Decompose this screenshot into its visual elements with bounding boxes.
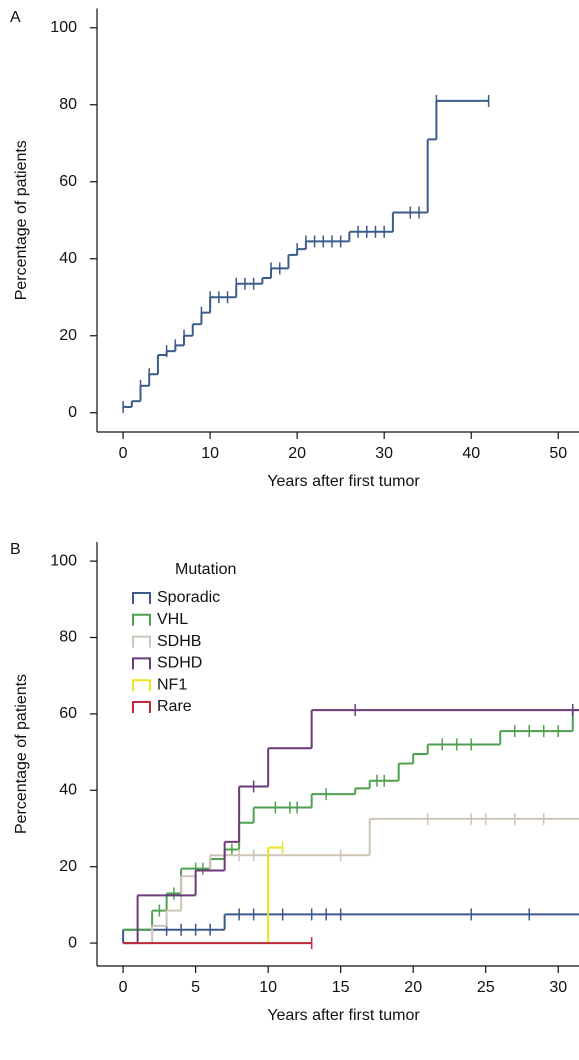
y-tick-label: 60 (59, 173, 77, 190)
x-tick-label: 0 (119, 445, 128, 462)
y-tick-label: 100 (50, 19, 77, 36)
x-tick-label: 50 (549, 445, 567, 462)
y-tick-label: 20 (59, 858, 77, 875)
y-tick-label: 0 (68, 404, 77, 421)
y-tick-label: 40 (59, 782, 77, 799)
legend-label: NF1 (157, 676, 187, 693)
y-tick-label: 0 (68, 934, 77, 951)
legend-label: Sporadic (157, 589, 220, 606)
y-tick-label: 80 (59, 96, 77, 113)
y-axis-title: Percentage of patients (13, 140, 30, 300)
x-tick-label: 20 (404, 979, 422, 996)
y-tick-label: 20 (59, 327, 77, 344)
y-tick-label: 100 (50, 552, 77, 569)
x-tick-label: 30 (549, 979, 567, 996)
legend-label: Rare (157, 698, 192, 715)
legend-swatch (132, 657, 151, 670)
panel-label: B (10, 541, 21, 558)
x-tick-label: 5 (191, 979, 200, 996)
y-tick-label: 80 (59, 629, 77, 646)
x-tick-label: 25 (477, 979, 495, 996)
legend-swatch (132, 679, 151, 692)
x-axis-title: Years after first tumor (267, 473, 420, 490)
legend-swatch (132, 592, 151, 604)
legend-label: VHL (157, 611, 188, 628)
y-tick-label: 40 (59, 250, 77, 267)
x-tick-label: 0 (119, 979, 128, 996)
legend-swatch (132, 613, 151, 626)
x-tick-label: 10 (201, 445, 219, 462)
legend-title: Mutation (175, 561, 236, 578)
legend-label: SDHD (157, 655, 202, 672)
y-tick-label: 60 (59, 705, 77, 722)
x-tick-label: 15 (332, 979, 350, 996)
x-tick-label: 40 (462, 445, 480, 462)
legend-swatch (132, 701, 151, 713)
legend-swatch (132, 635, 151, 648)
x-tick-label: 10 (259, 979, 277, 996)
x-axis-title: Years after first tumor (267, 1007, 420, 1024)
panel-label: A (10, 9, 21, 26)
x-tick-label: 30 (375, 445, 393, 462)
x-tick-label: 20 (288, 445, 306, 462)
y-axis-title: Percentage of patients (13, 674, 30, 834)
legend-label: SDHB (157, 633, 201, 650)
